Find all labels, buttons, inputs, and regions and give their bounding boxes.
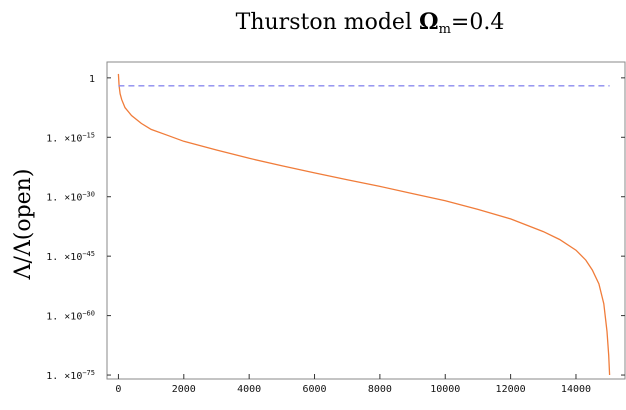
y-tick-exponent: −60 xyxy=(82,310,95,318)
x-tick-label: 8000 xyxy=(368,384,392,395)
y-axis: 11. ×10−151. ×10−301. ×10−451. ×10−601. … xyxy=(46,74,625,382)
plot-frame xyxy=(106,61,626,380)
y-tick-base: 10 xyxy=(70,133,82,144)
y-tick-exponent: −75 xyxy=(82,369,95,377)
y-tick-mantissa: 1. xyxy=(46,312,58,323)
y-tick-times: × xyxy=(58,371,70,382)
y-tick-label: 1. ×10−75 xyxy=(46,369,95,382)
y-tick-mantissa: 1. xyxy=(46,252,58,263)
plot-area xyxy=(117,73,611,376)
chart-title: Thurston model Ωm=0.4 xyxy=(236,9,505,37)
y-axis-label: Λ/Λ(open) xyxy=(11,169,36,281)
x-axis: 0 2000 4000 6000 8000 10000 12000 14000 xyxy=(115,374,591,395)
y-tick-base: 10 xyxy=(70,193,82,204)
y-tick-exponent: −15 xyxy=(82,131,95,139)
y-tick-exponent: −30 xyxy=(82,191,95,199)
x-tick-label: 4000 xyxy=(237,384,261,395)
y-tick-mantissa: 1. xyxy=(46,371,58,382)
title-prefix: Thurston model xyxy=(236,10,419,35)
x-tick-label: 14000 xyxy=(561,384,591,395)
y-tick-exponent: −45 xyxy=(82,250,95,258)
lambda-curve xyxy=(117,73,611,376)
y-tick-times: × xyxy=(58,193,70,204)
title-subscript: m xyxy=(439,22,451,37)
y-tick-label: 1 xyxy=(89,74,95,85)
title-symbol: Ω xyxy=(419,9,439,35)
y-tick-base: 10 xyxy=(70,252,82,263)
x-tick-label: 6000 xyxy=(302,384,326,395)
x-tick-label: 12000 xyxy=(496,384,526,395)
y-tick-times: × xyxy=(58,312,70,323)
title-suffix: =0.4 xyxy=(451,10,504,35)
y-tick-mantissa: 1. xyxy=(46,133,58,144)
y-tick-label: 1. ×10−45 xyxy=(46,250,95,263)
x-tick-label: 0 xyxy=(115,384,121,395)
y-tick-mantissa: 1. xyxy=(46,193,58,204)
y-tick-base: 10 xyxy=(70,371,82,382)
x-tick-label: 2000 xyxy=(172,384,196,395)
y-tick-times: × xyxy=(58,252,70,263)
y-tick-label: 1. ×10−15 xyxy=(46,131,95,144)
y-tick-label: 1. ×10−60 xyxy=(46,310,95,323)
y-tick-mantissa: 1 xyxy=(89,74,95,85)
x-tick-label: 10000 xyxy=(430,384,460,395)
y-tick-times: × xyxy=(58,133,70,144)
y-tick-label: 1. ×10−30 xyxy=(46,191,95,204)
y-tick-base: 10 xyxy=(70,312,82,323)
